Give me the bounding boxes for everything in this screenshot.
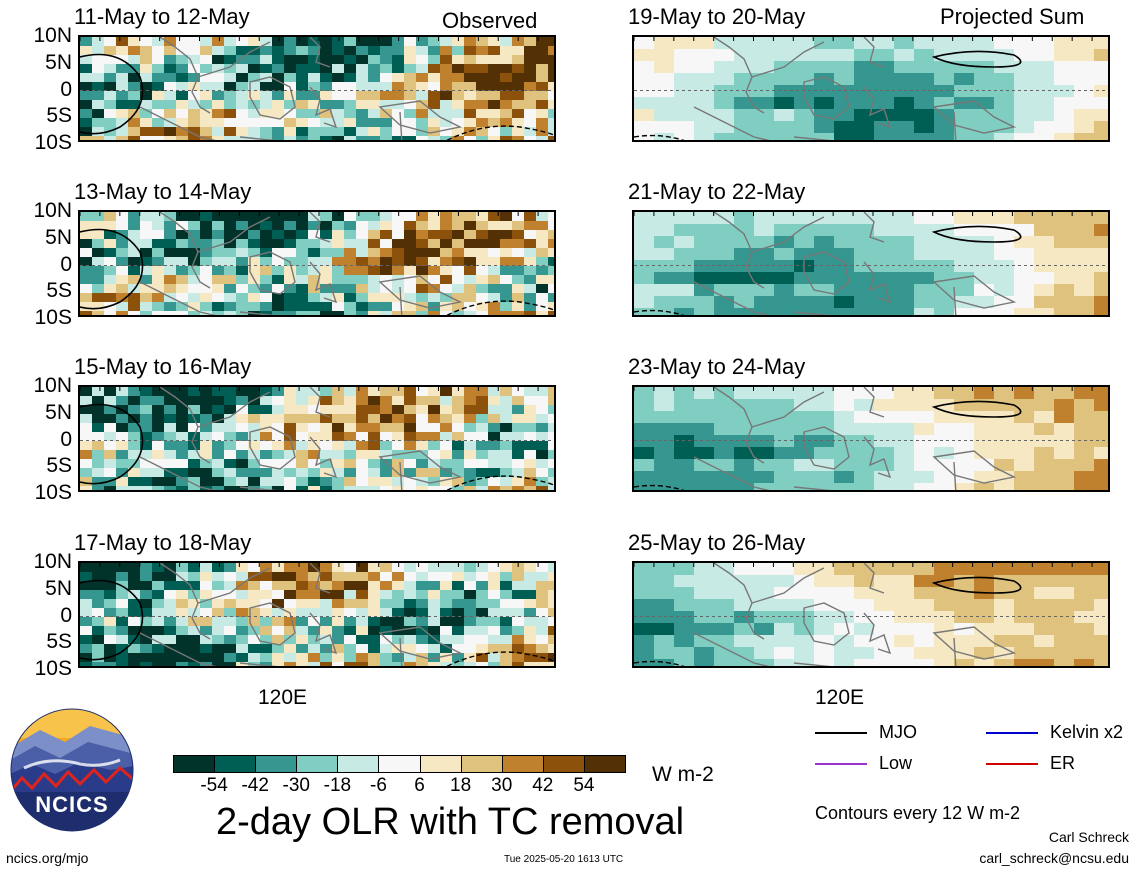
- colorbar-tick-label: 18: [450, 775, 472, 796]
- lat-label: 0: [60, 427, 72, 451]
- colorbar-tick-label: 42: [532, 775, 554, 796]
- lat-label: 10N: [33, 24, 72, 47]
- colorbar-tick-label: -42: [241, 775, 269, 796]
- panel-title-prj3: 23-May to 24-May: [628, 354, 806, 379]
- contour-note: Contours every 12 W m-2: [815, 803, 1021, 823]
- observed-label: Observed: [442, 8, 538, 33]
- colorbar-swatch: [542, 755, 585, 773]
- olr-map-obs2: [78, 210, 556, 317]
- olr-map-prj1: [632, 35, 1110, 142]
- colorbar-tick-label: 54: [573, 775, 595, 796]
- ncics-logo: NCICS: [10, 708, 134, 832]
- olr-map-prj4: [632, 561, 1110, 668]
- panel-title-obs3: 15-May to 16-May: [74, 354, 252, 379]
- author-email: carl_schreck@ncsu.edu: [979, 850, 1129, 866]
- colorbar: [173, 755, 626, 773]
- olr-map-prj2: [632, 210, 1110, 317]
- panel-title-prj1: 19-May to 20-May: [628, 4, 806, 29]
- colorbar-swatch: [501, 755, 544, 773]
- lat-label: 0: [60, 77, 72, 101]
- lat-label: 5S: [46, 454, 72, 478]
- author-name: Carl Schreck: [1048, 829, 1129, 845]
- colorbar-tick-label: -6: [370, 775, 387, 796]
- colorbar-swatch: [583, 755, 626, 773]
- lat-label: 5N: [45, 576, 72, 600]
- lat-label: 10N: [33, 550, 72, 573]
- legend-swatch-mjo: [815, 732, 867, 734]
- olr-map-obs4: [78, 561, 556, 668]
- lat-label: 10S: [34, 481, 72, 504]
- projected-label: Projected Sum: [940, 4, 1085, 29]
- olr-map-prj3: [632, 385, 1110, 492]
- colorbar-tick-label: -18: [323, 775, 352, 796]
- lat-label: 10S: [34, 657, 72, 680]
- olr-map-obs1: [78, 35, 556, 142]
- colorbar-tick-label: 30: [491, 775, 513, 796]
- website-link[interactable]: ncics.org/mjo: [6, 850, 89, 866]
- colorbar-swatch: [419, 755, 462, 773]
- panel-title-prj4: 25-May to 26-May: [628, 530, 806, 555]
- lat-label: 5S: [46, 279, 72, 303]
- lon-label-observed: 120E: [258, 686, 308, 709]
- legend-label: Kelvin x2: [1050, 722, 1124, 742]
- lat-label: 0: [60, 603, 72, 627]
- olr-map-obs3: [78, 385, 556, 492]
- lat-label: 5N: [45, 225, 72, 249]
- panel-title-obs1: 11-May to 12-May: [74, 4, 250, 29]
- lat-label: 10S: [34, 131, 72, 154]
- colorbar-swatch: [255, 755, 298, 773]
- panel-title-prj2: 21-May to 22-May: [628, 179, 806, 204]
- legend-swatch-er: [986, 763, 1038, 765]
- lat-label: 5N: [45, 50, 72, 74]
- lat-label: 10S: [34, 306, 72, 329]
- lon-label-projected: 120E: [815, 686, 865, 709]
- panel-title-obs2: 13-May to 14-May: [74, 179, 252, 204]
- lat-label: 5N: [45, 400, 72, 424]
- legend-swatch-kelvin-x2: [986, 732, 1038, 734]
- ncics-logo-text: NCICS: [35, 792, 109, 817]
- legend-label: Low: [879, 753, 913, 773]
- colorbar-swatch: [296, 755, 339, 773]
- colorbar-swatch: [214, 755, 257, 773]
- colorbar-tick-label: -54: [200, 775, 228, 796]
- colorbar-swatch: [173, 755, 216, 773]
- colorbar-tick-label: 6: [414, 775, 425, 796]
- legend-swatch-low: [815, 763, 867, 765]
- colorbar-swatch: [378, 755, 421, 773]
- lat-label: 5S: [46, 104, 72, 128]
- lat-label: 10N: [33, 374, 72, 397]
- legend-label: ER: [1050, 753, 1076, 773]
- panel-title-obs4: 17-May to 18-May: [74, 530, 252, 555]
- lat-label: 5S: [46, 630, 72, 654]
- legend-label: MJO: [879, 722, 917, 742]
- colorbar-unit: W m-2: [652, 763, 714, 786]
- colorbar-swatch: [337, 755, 380, 773]
- lat-label: 10N: [33, 199, 72, 222]
- colorbar-swatch: [460, 755, 503, 773]
- main-title: 2-day OLR with TC removal: [216, 801, 685, 843]
- colorbar-tick-label: -30: [282, 775, 310, 796]
- timestamp: Tue 2025-05-20 1613 UTC: [504, 854, 624, 865]
- lat-label: 0: [60, 252, 72, 276]
